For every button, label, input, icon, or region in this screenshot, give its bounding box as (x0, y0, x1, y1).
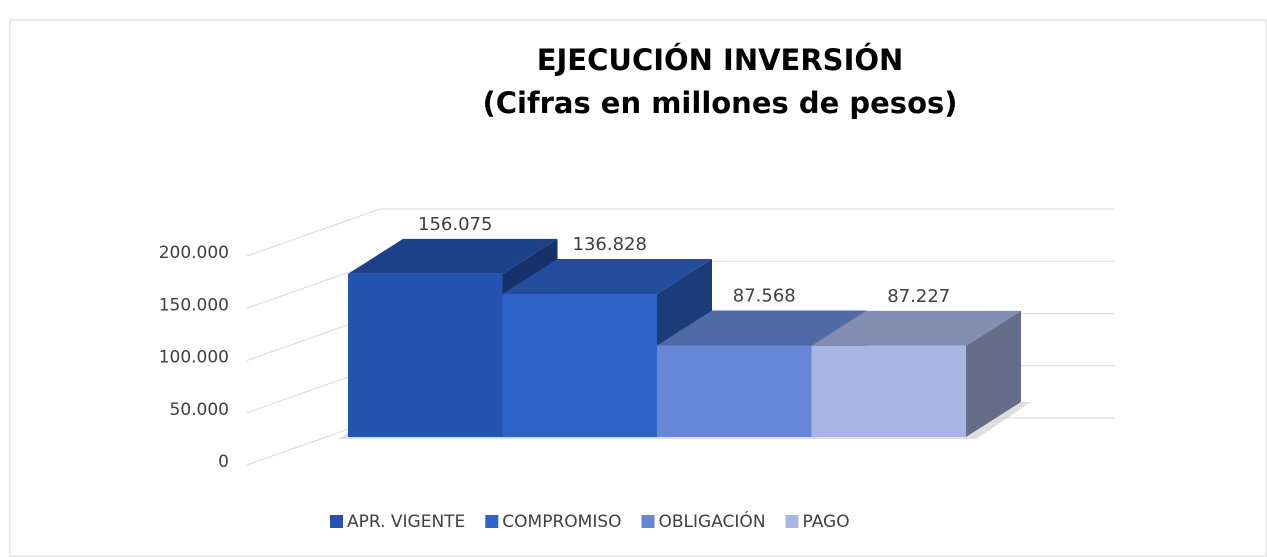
bar (657, 345, 812, 437)
y-tick-label: 200.000 (159, 243, 229, 263)
bar (811, 345, 966, 437)
legend-label: OBLIGACIÓN (659, 510, 766, 532)
chart-title: EJECUCIÓN INVERSIÓN (537, 43, 904, 77)
bar-top (811, 310, 1021, 346)
legend-swatch (485, 515, 499, 528)
bar-top (657, 310, 867, 346)
legend-swatch (330, 515, 343, 528)
legend-swatch (641, 515, 655, 528)
data-label: 87.227 (887, 286, 950, 307)
y-tick-label: 100.000 (159, 348, 229, 368)
y-tick-label: 150.000 (159, 295, 229, 315)
bar (348, 273, 503, 437)
legend-label: APR. VIGENTE (347, 512, 465, 532)
legend-label: PAGO (803, 512, 850, 532)
legend-label: COMPROMISO (502, 512, 621, 532)
bar-top (502, 259, 712, 295)
data-label: 156.075 (418, 214, 492, 235)
bar (502, 294, 657, 437)
y-tick-label: 0 (218, 452, 229, 472)
bar-side (966, 310, 1021, 437)
data-label: 136.828 (573, 234, 647, 255)
data-label: 87.568 (733, 285, 796, 306)
bar-top (348, 238, 558, 274)
y-tick-label: 50.000 (170, 400, 229, 420)
chart-subtitle: (Cifras en millones de pesos) (482, 86, 957, 120)
legend-swatch (785, 515, 799, 528)
grid-line (246, 208, 381, 257)
